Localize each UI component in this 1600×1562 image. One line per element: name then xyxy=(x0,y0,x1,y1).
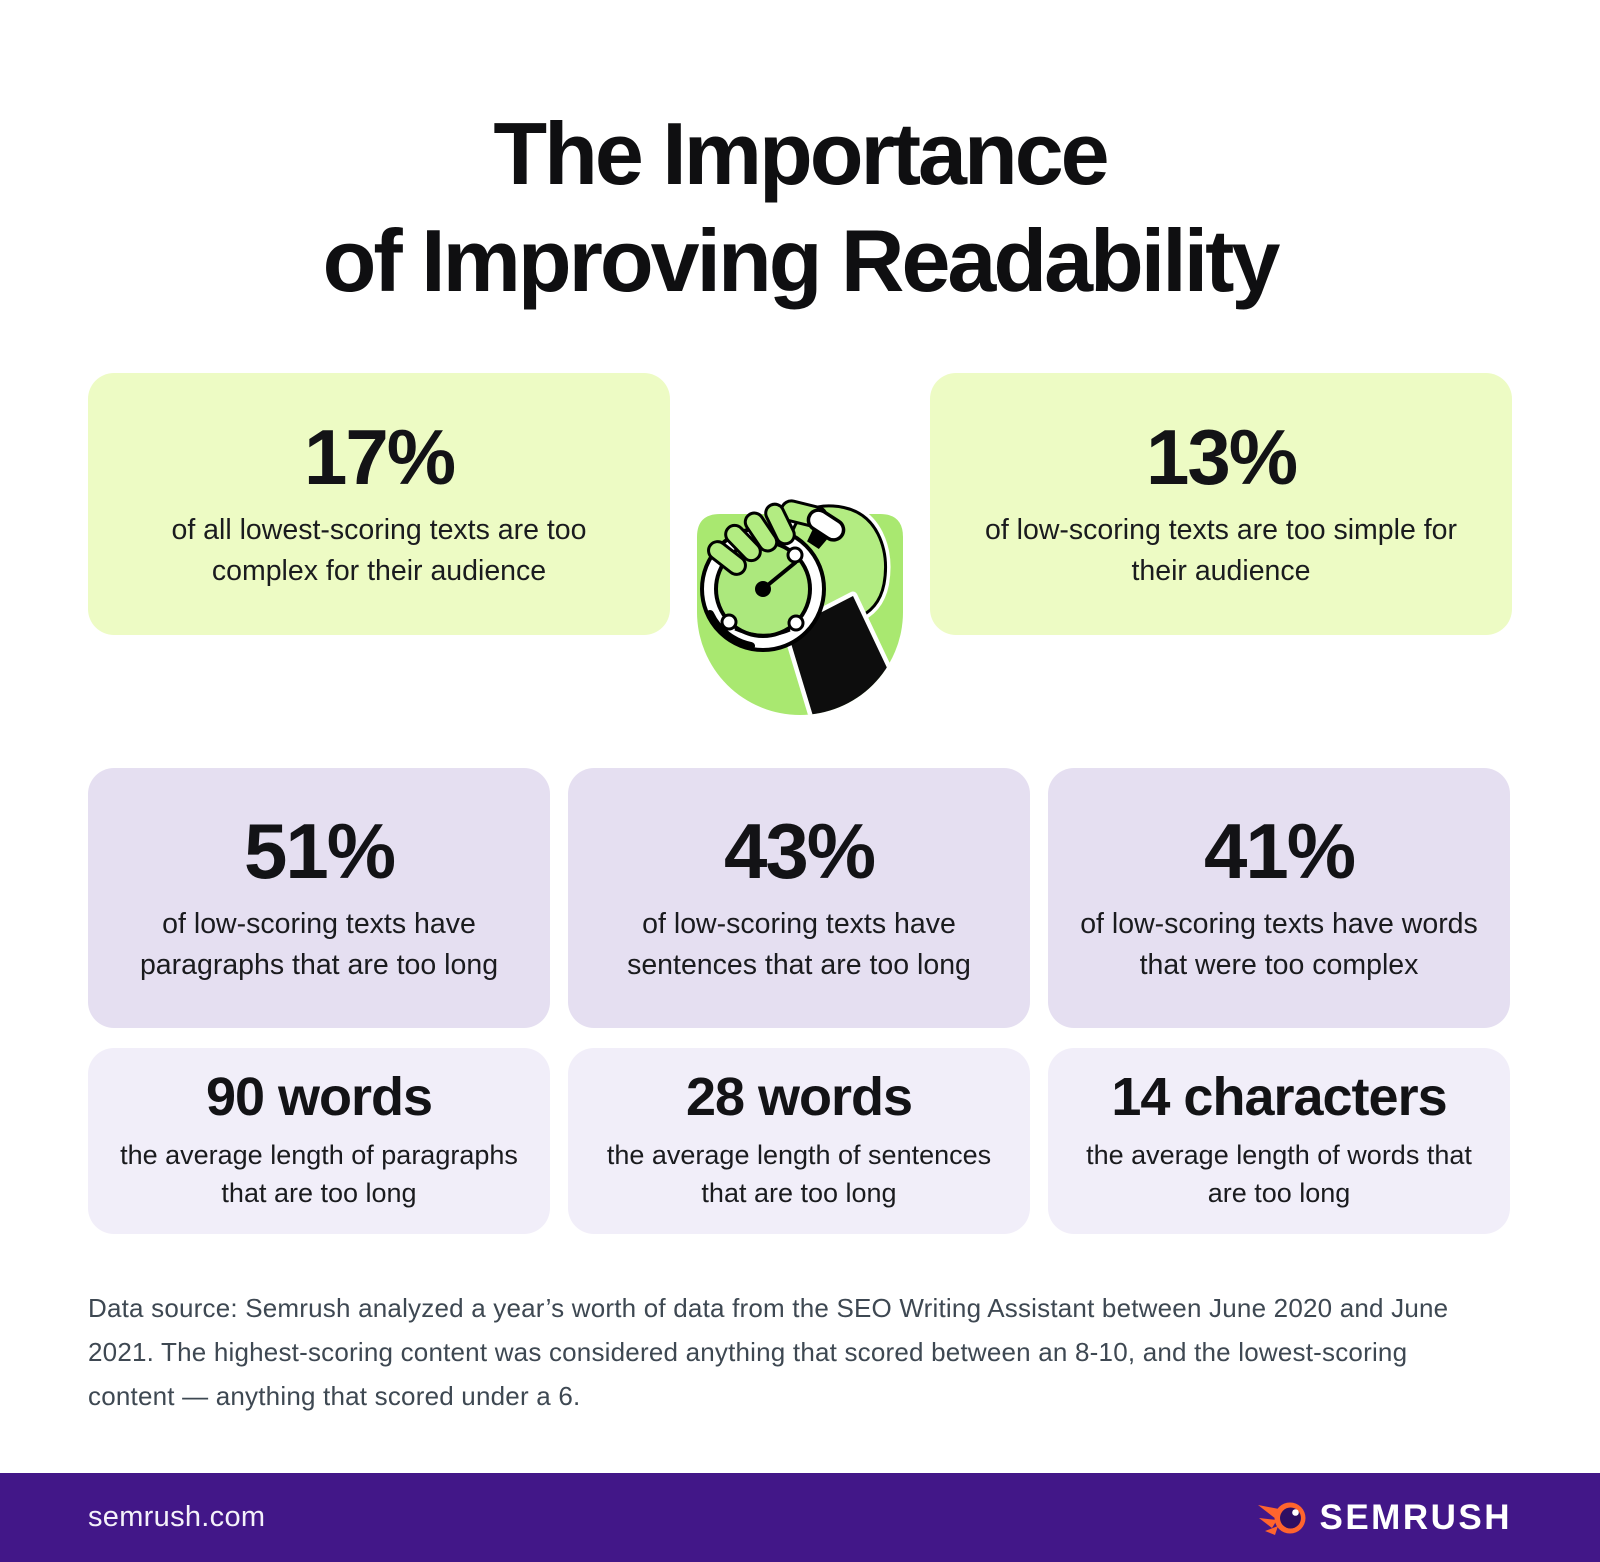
bottom-stats-row: 90 words the average length of paragraph… xyxy=(88,1048,1510,1234)
top-stats-row: 17% of all lowest-scoring texts are too … xyxy=(88,373,1512,635)
stat-value: 14 characters xyxy=(1111,1067,1447,1128)
title-line-1: The Importance xyxy=(493,104,1109,203)
stat-value: 43% xyxy=(723,806,876,895)
stat-card-sentence-length: 28 words the average length of sentences… xyxy=(568,1048,1030,1234)
stat-value: 28 words xyxy=(685,1067,913,1128)
stopwatch-in-hand-icon xyxy=(685,492,915,727)
stat-card-word-length: 14 characters the average length of word… xyxy=(1048,1048,1510,1234)
semrush-logo: SEMRUSH xyxy=(1257,1498,1512,1538)
stat-card-paragraph-length: 90 words the average length of paragraph… xyxy=(88,1048,550,1234)
stat-description: of all lowest-scoring texts are too comp… xyxy=(171,514,587,587)
page-title: The Importance of Improving Readability xyxy=(0,100,1600,315)
middle-stats-row: 51% of low-scoring texts have paragraphs… xyxy=(88,768,1510,1028)
stat-description: the average length of words that are too… xyxy=(1086,1140,1472,1209)
stat-description: the average length of sentences that are… xyxy=(606,1140,992,1209)
semrush-wordmark: SEMRUSH xyxy=(1319,1497,1512,1537)
stat-description: the average length of paragraphs that ar… xyxy=(120,1140,518,1209)
stat-description: of low-scoring texts have words that wer… xyxy=(1080,908,1478,981)
stat-card-paragraphs-long: 51% of low-scoring texts have paragraphs… xyxy=(88,768,550,1028)
stat-value: 51% xyxy=(243,806,396,895)
data-source-note: Data source: Semrush analyzed a year’s w… xyxy=(88,1293,1449,1412)
title-line-2: of Improving Readability xyxy=(322,211,1281,311)
footer-bar: semrush.com SEMRUSH xyxy=(0,1473,1600,1562)
footer-website-link[interactable]: semrush.com xyxy=(88,1501,266,1533)
stat-value: 41% xyxy=(1203,806,1356,895)
stat-card-sentences-long: 43% of low-scoring texts have sentences … xyxy=(568,768,1030,1028)
stat-description: of low-scoring texts have paragraphs tha… xyxy=(139,908,499,981)
semrush-flame-icon xyxy=(1257,1498,1307,1538)
stat-description: of low-scoring texts have sentences that… xyxy=(627,908,971,981)
stat-card-too-complex: 17% of all lowest-scoring texts are too … xyxy=(88,373,670,635)
stat-value: 17% xyxy=(303,412,456,501)
stat-card-words-complex: 41% of low-scoring texts have words that… xyxy=(1048,768,1510,1028)
stat-description: of low-scoring texts are too simple for … xyxy=(984,514,1458,587)
stat-card-too-simple: 13% of low-scoring texts are too simple … xyxy=(930,373,1512,635)
stat-value: 90 words xyxy=(205,1067,433,1128)
stat-value: 13% xyxy=(1145,412,1298,501)
